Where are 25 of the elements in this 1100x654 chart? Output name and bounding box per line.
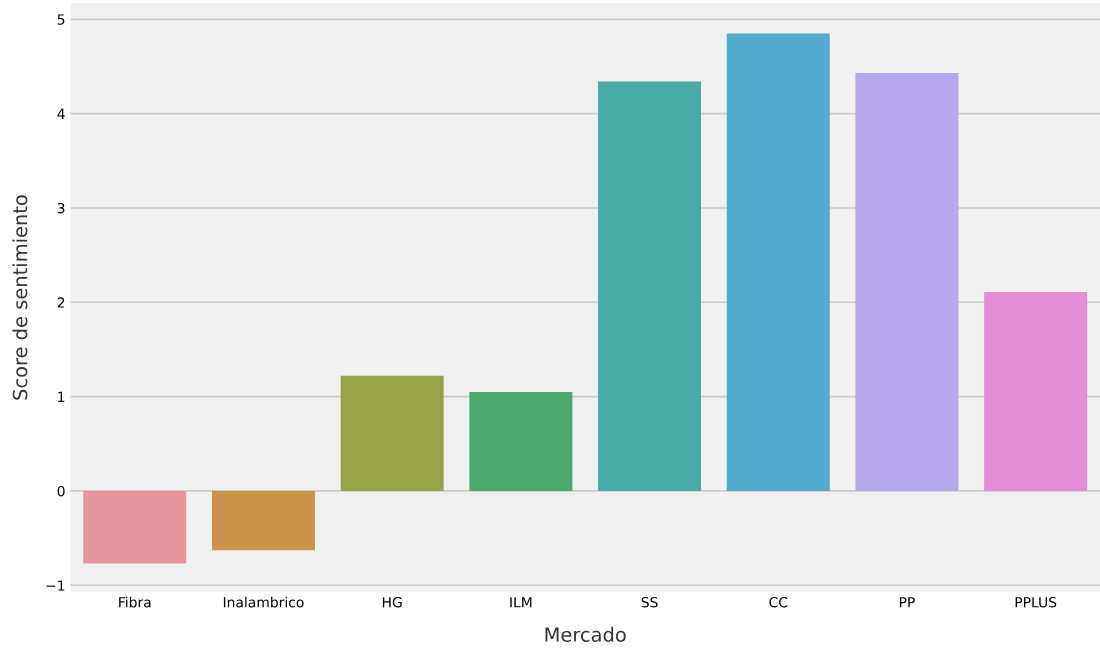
x-tick-label: Fibra — [119, 596, 151, 608]
y-tick-label: 4 — [57, 108, 65, 119]
x-tick-label: CC — [769, 596, 788, 608]
bar — [211, 490, 315, 551]
bar — [984, 291, 1088, 491]
bar — [340, 375, 444, 491]
bar — [469, 391, 573, 491]
y-tick-label: 3 — [57, 202, 65, 214]
x-tick-label: Inalambrico — [223, 596, 304, 608]
x-tick-label: PP — [899, 597, 915, 608]
y-tick-label: 5 — [57, 14, 65, 25]
y-tick-label: 2 — [57, 297, 65, 308]
bar — [726, 33, 830, 491]
y-tick-label: −1 — [46, 580, 65, 591]
y-tick-label: 1 — [58, 391, 65, 402]
y-axis-title: Score de sentimiento — [12, 195, 28, 400]
x-tick-label: ILM — [510, 597, 532, 608]
x-tick-label: HG — [382, 596, 402, 608]
bar — [83, 490, 187, 564]
bar — [855, 73, 959, 491]
x-tick-label: PPLUS — [1015, 596, 1057, 608]
x-axis-title: Mercado — [545, 626, 626, 642]
x-tick-label: SS — [641, 596, 658, 608]
y-tick-label: 0 — [57, 485, 65, 497]
bar — [598, 81, 702, 491]
